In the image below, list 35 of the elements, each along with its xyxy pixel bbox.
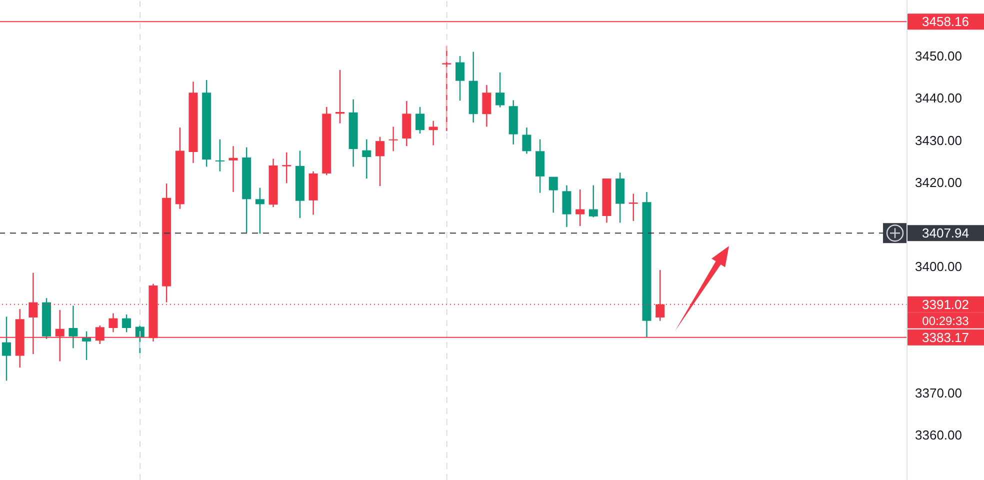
candlestick — [362, 138, 372, 180]
candlestick — [388, 126, 398, 152]
candlestick — [628, 193, 638, 222]
candlestick — [415, 106, 424, 134]
candlestick — [562, 184, 572, 228]
candlestick — [482, 84, 492, 128]
y-tick-label: 3370.00 — [915, 385, 962, 400]
ref-line-label: 3383.17 — [922, 330, 969, 345]
candlestick — [255, 187, 264, 234]
y-tick-label: 3430.00 — [915, 132, 962, 148]
candlestick — [456, 55, 464, 102]
candlestick — [588, 184, 598, 218]
candlestick — [282, 152, 292, 184]
y-tick-label: 3420.00 — [915, 174, 962, 190]
candlestick — [522, 126, 532, 154]
candlestick — [122, 314, 132, 333]
y-tick-label: 3440.00 — [915, 90, 962, 106]
candlestick — [496, 72, 505, 108]
candlestick — [375, 136, 384, 187]
ref-line-label: 3407.94 — [922, 226, 969, 241]
candlestick — [108, 312, 118, 333]
y-tick-label: 3400.00 — [915, 259, 962, 274]
candlestick — [215, 138, 224, 172]
candlestick — [442, 45, 452, 132]
candlestick — [548, 176, 558, 214]
candlestick — [2, 316, 11, 382]
ref-line-label: 3391.02 — [922, 296, 969, 312]
text: 00:29:33 — [922, 314, 970, 328]
candlestick — [428, 120, 438, 146]
candlestick — [576, 188, 585, 227]
candlestick — [228, 146, 238, 193]
ref-line-label: 3458.16 — [922, 14, 969, 30]
y-tick-label: 3360.00 — [915, 428, 962, 443]
candlestick — [68, 305, 78, 349]
y-tick-label: 3450.00 — [915, 48, 962, 64]
